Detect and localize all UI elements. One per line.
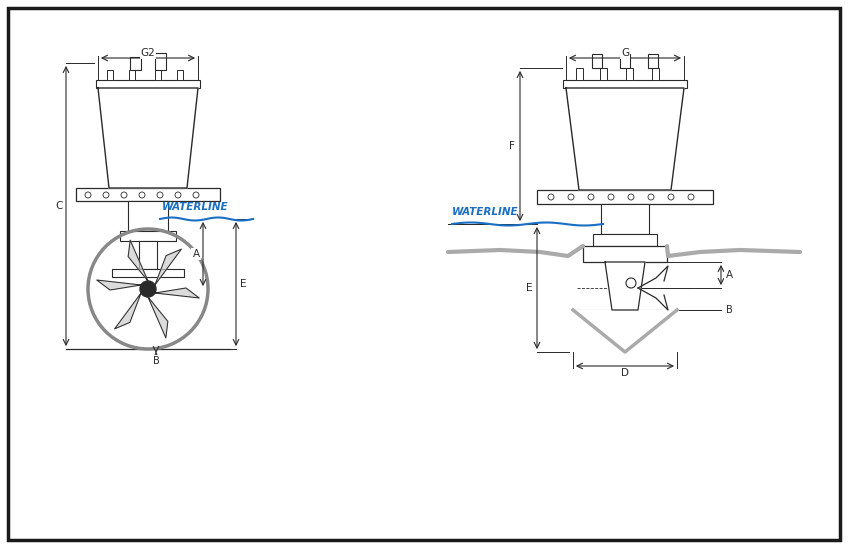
Text: WATERLINE: WATERLINE (452, 207, 519, 217)
Bar (537, 190, 713, 204)
Bar (120, 231, 176, 241)
Bar (112, 269, 184, 277)
Bar (601, 204, 649, 234)
Text: B: B (726, 305, 733, 315)
Bar (626, 68, 633, 80)
Polygon shape (605, 262, 645, 310)
Bar (129, 70, 135, 80)
Circle shape (140, 281, 156, 297)
Bar (563, 80, 687, 88)
Bar (76, 188, 220, 201)
Bar (620, 54, 630, 68)
Bar (155, 53, 166, 70)
Polygon shape (97, 280, 141, 290)
Bar (107, 70, 113, 80)
Polygon shape (128, 240, 148, 281)
Text: D: D (621, 368, 629, 378)
Bar (576, 68, 583, 80)
Bar (139, 241, 157, 269)
Text: A: A (725, 270, 733, 280)
Polygon shape (155, 288, 199, 298)
Bar (592, 54, 602, 68)
Bar (593, 234, 657, 246)
Text: A: A (192, 249, 199, 259)
Bar (600, 68, 607, 80)
Text: WATERLINE: WATERLINE (162, 202, 229, 212)
Text: F: F (509, 141, 515, 151)
Bar (652, 68, 659, 80)
Text: G2: G2 (141, 48, 155, 58)
Polygon shape (98, 88, 198, 188)
Text: G: G (621, 48, 629, 58)
Bar (177, 70, 183, 80)
Polygon shape (566, 88, 684, 190)
Text: E: E (240, 279, 246, 289)
Bar (128, 201, 168, 231)
Bar (648, 54, 658, 68)
Bar (155, 70, 161, 80)
Polygon shape (114, 293, 141, 329)
Text: B: B (153, 356, 159, 366)
Text: E: E (526, 283, 533, 293)
Polygon shape (155, 249, 181, 285)
Text: C: C (55, 201, 63, 211)
Bar (583, 246, 667, 262)
Polygon shape (148, 297, 168, 338)
Bar (130, 57, 141, 70)
Polygon shape (573, 310, 677, 352)
Bar (96, 80, 200, 88)
